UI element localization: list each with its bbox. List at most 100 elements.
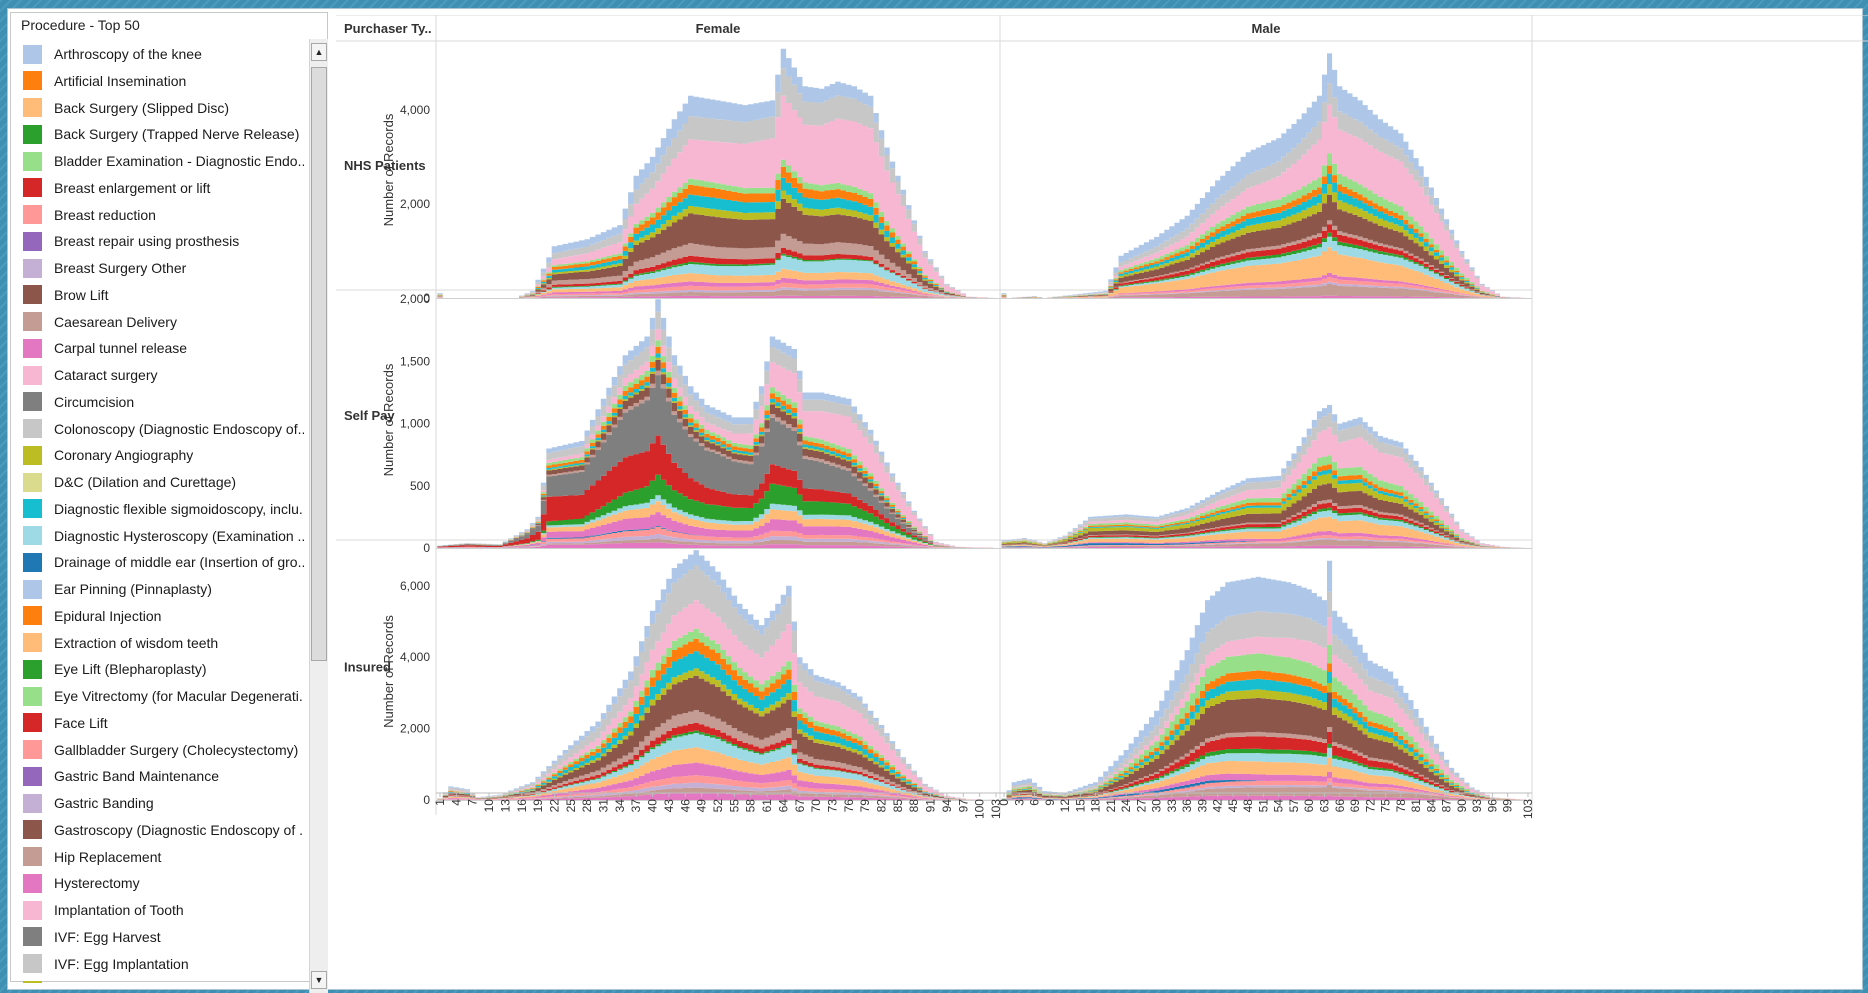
x-tick-label: 3 [1012, 799, 1026, 806]
y-tick-label: 500 [410, 479, 430, 493]
area-series [1001, 644, 1531, 800]
x-tick-label: 61 [760, 799, 774, 813]
legend-item[interactable]: Face Lift [23, 712, 307, 734]
x-tick-label: 24 [1119, 799, 1133, 813]
legend-item[interactable]: Breast Surgery Other [23, 257, 307, 279]
legend-item[interactable]: Bladder Examination - Diagnostic Endo.. [23, 150, 307, 172]
x-tick-label: 67 [793, 799, 807, 813]
x-tick-label: 27 [1134, 799, 1148, 813]
area-series [437, 435, 999, 548]
x-tick-label: 58 [744, 799, 758, 813]
area-series [1001, 499, 1531, 548]
x-tick-label: 0 [997, 799, 1011, 806]
legend-item[interactable]: Circumcision [23, 391, 307, 413]
legend-scrollbar[interactable]: ▲ ▼ [309, 39, 328, 993]
area-series [437, 538, 999, 548]
legend-item[interactable] [23, 979, 307, 983]
legend-item[interactable]: Gastric Band Maintenance [23, 765, 307, 787]
row-header: Insured [344, 660, 391, 675]
legend-label: Back Surgery (Slipped Disc) [54, 99, 230, 116]
area-series [437, 565, 999, 800]
x-tick-label: 39 [1195, 799, 1209, 813]
legend-item[interactable]: Back Surgery (Slipped Disc) [23, 97, 307, 119]
legend-swatch [23, 552, 42, 572]
area-series [437, 198, 999, 298]
legend-label: Circumcision [54, 393, 135, 410]
panel-insured-male [1000, 560, 1532, 801]
area-series [1001, 247, 1531, 298]
legend-label: IVF: Egg Implantation [54, 955, 189, 972]
y-tick-label: 1,500 [400, 354, 430, 368]
area-series [1001, 672, 1531, 800]
x-tick-label: 21 [1104, 799, 1118, 813]
legend-item[interactable]: D&C (Dilation and Curettage) [23, 471, 307, 493]
legend-item[interactable]: Coronary Angiography [23, 444, 307, 466]
area-series [437, 233, 999, 298]
area-series [1001, 782, 1531, 800]
legend-label: Epidural Injection [54, 607, 162, 624]
x-tick-label: 60 [1302, 799, 1316, 813]
legend-item[interactable]: Extraction of wisdom teeth [23, 632, 307, 654]
legend-item[interactable]: Colonoscopy (Diagnostic Endoscopy of.. [23, 418, 307, 440]
x-tick-label: 4 [449, 799, 463, 806]
column-header: Male [1252, 21, 1281, 36]
x-tick-label: 70 [809, 799, 823, 813]
legend-item[interactable]: Gallbladder Surgery (Cholecystectomy) [23, 739, 307, 761]
y-tick-label: 2,000 [400, 292, 430, 306]
legend-item[interactable]: Implantation of Tooth [23, 899, 307, 921]
legend-item[interactable]: Eye Vitrectomy (for Macular Degenerati.. [23, 685, 307, 707]
area-series [1001, 747, 1531, 800]
x-tick-label: 57 [1287, 799, 1301, 813]
legend-item[interactable]: Gastroscopy (Diagnostic Endoscopy of .. [23, 819, 307, 841]
legend-item[interactable]: Back Surgery (Trapped Nerve Release) [23, 123, 307, 145]
legend-item[interactable]: IVF: Egg Harvest [23, 926, 307, 948]
area-series [437, 159, 999, 298]
area-series [437, 762, 999, 800]
legend-item[interactable]: Cataract surgery [23, 364, 307, 386]
legend-label: Breast repair using prosthesis [54, 233, 240, 250]
legend-item[interactable]: Arthroscopy of the knee [23, 43, 307, 65]
legend-item[interactable]: Hysterectomy [23, 872, 307, 894]
legend-item[interactable]: Breast repair using prosthesis [23, 230, 307, 252]
legend-swatch [23, 873, 42, 893]
legend-item[interactable]: Breast enlargement or lift [23, 177, 307, 199]
legend-item[interactable]: Diagnostic Hysteroscopy (Examination .. [23, 525, 307, 547]
legend-item[interactable]: Artificial Insemination [23, 70, 307, 92]
legend-item[interactable]: Ear Pinning (Pinnaplasty) [23, 578, 307, 600]
legend-item[interactable]: Drainage of middle ear (Insertion of gro… [23, 551, 307, 573]
legend-item[interactable]: Epidural Injection [23, 605, 307, 627]
x-tick-label: 99 [1501, 799, 1515, 813]
legend-swatch [23, 927, 42, 947]
corner-label: Purchaser Ty.. [344, 21, 432, 36]
legend-swatch [23, 151, 42, 171]
scroll-up-button[interactable]: ▲ [311, 43, 327, 61]
legend-item[interactable]: Caesarean Delivery [23, 311, 307, 333]
area-series [1001, 510, 1531, 548]
area-series [1001, 538, 1531, 548]
scroll-thumb[interactable] [311, 67, 327, 661]
legend-item[interactable]: IVF: Egg Implantation [23, 953, 307, 975]
legend-swatch [23, 980, 42, 983]
legend-item[interactable]: Brow Lift [23, 284, 307, 306]
area-series [437, 289, 999, 298]
legend-item[interactable]: Eye Lift (Blepharoplasty) [23, 658, 307, 680]
column-header: Female [696, 21, 741, 36]
scroll-down-button[interactable]: ▼ [311, 971, 327, 989]
x-tick-label: 25 [564, 799, 578, 813]
legend-swatch [23, 178, 42, 198]
x-tick-label: 73 [825, 799, 839, 813]
legend-item[interactable]: Diagnostic flexible sigmoidoscopy, inclu… [23, 498, 307, 520]
area-series [437, 782, 999, 800]
legend-swatch [23, 686, 42, 706]
legend-item[interactable]: Carpal tunnel release [23, 337, 307, 359]
legend-item[interactable]: Breast reduction [23, 204, 307, 226]
x-tick-label: 7 [466, 799, 480, 806]
area-series [437, 268, 999, 298]
legend-item[interactable]: Gastric Banding [23, 792, 307, 814]
legend-item[interactable]: Hip Replacement [23, 846, 307, 868]
legend-swatch [23, 71, 42, 91]
x-tick-label: 12 [1058, 799, 1072, 813]
panel-insured-female [436, 550, 1000, 801]
area-series [1001, 539, 1531, 548]
legend-label: Diagnostic Hysteroscopy (Examination .. [54, 527, 304, 544]
